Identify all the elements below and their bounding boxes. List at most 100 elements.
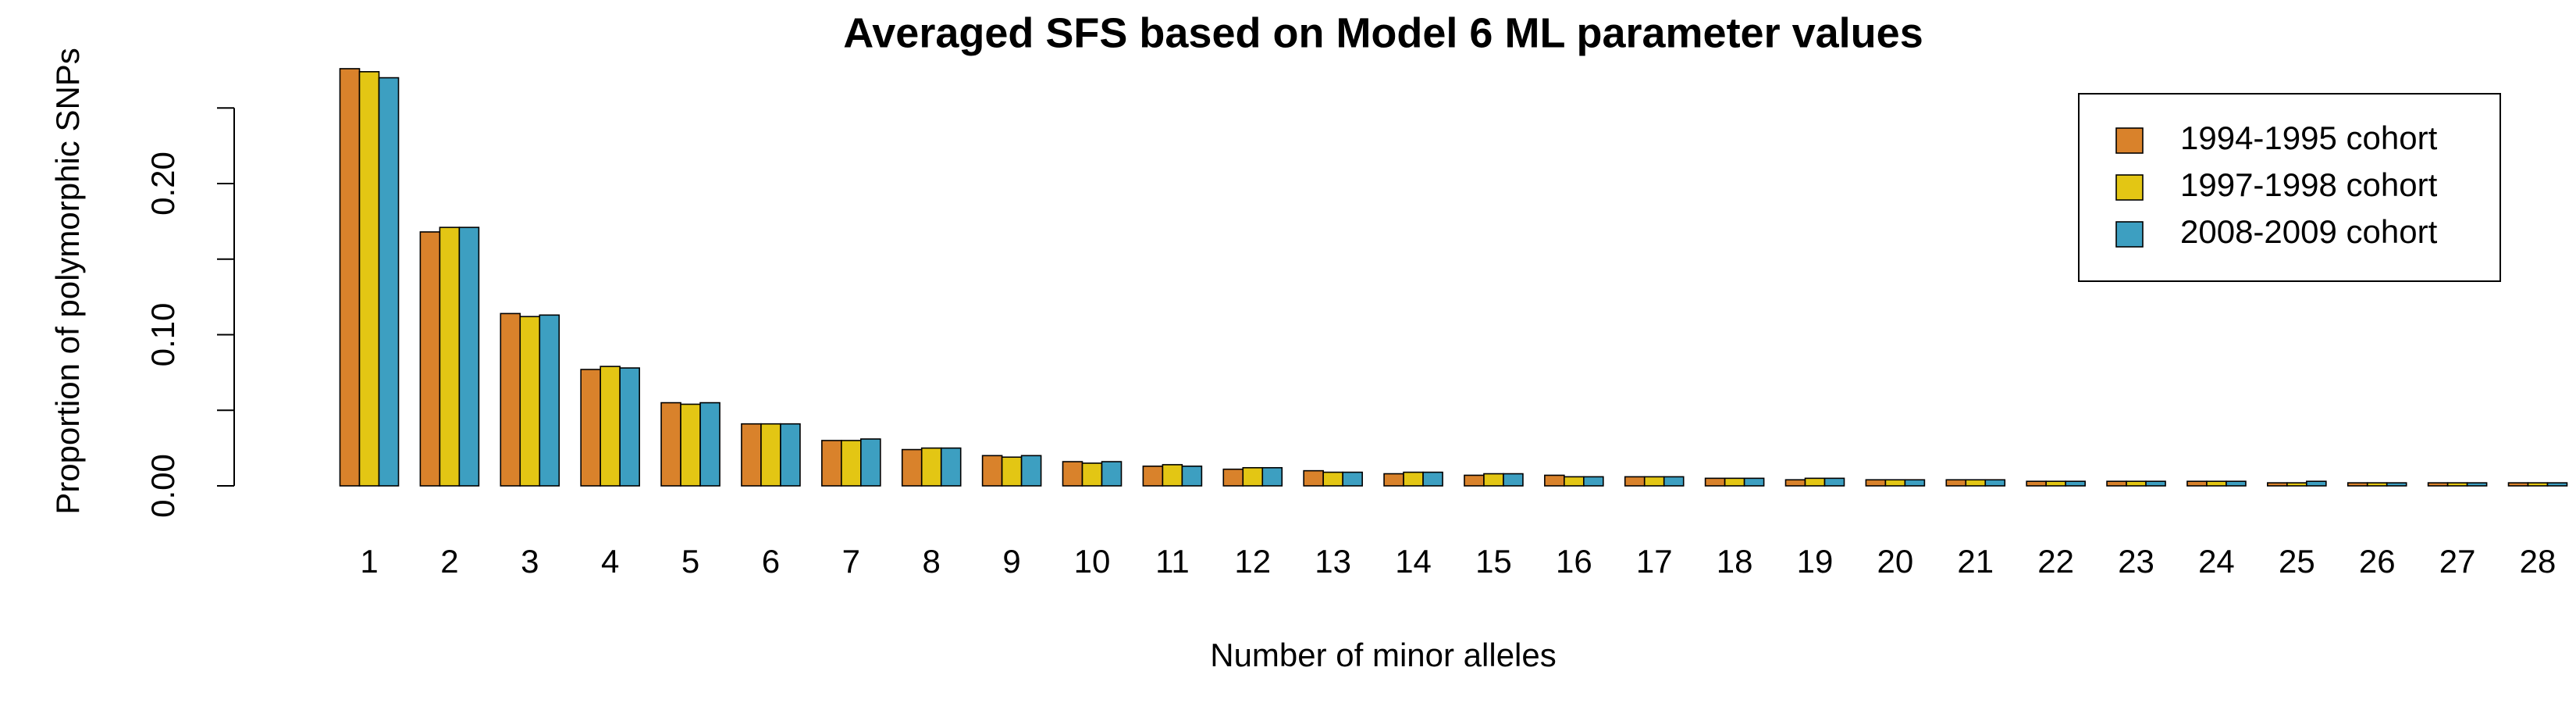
bar	[2206, 480, 2227, 487]
bar	[500, 312, 521, 487]
bar	[1865, 479, 1887, 487]
x-tick-label: 25	[2279, 543, 2315, 580]
bar	[1503, 473, 1524, 487]
bar	[339, 68, 361, 487]
bar	[2126, 480, 2147, 487]
bar	[1823, 477, 1845, 487]
bar	[1242, 466, 1264, 487]
bar	[1181, 466, 1203, 487]
x-tick-label: 2	[440, 543, 458, 580]
bar	[2065, 480, 2086, 487]
bar	[1322, 471, 1343, 487]
bar	[1884, 479, 1906, 487]
bar	[1904, 479, 1926, 487]
bar	[2026, 480, 2047, 487]
bar	[1020, 455, 1042, 487]
bar	[1643, 476, 1665, 487]
bar	[2507, 482, 2529, 487]
bar	[619, 367, 640, 487]
bar	[821, 440, 842, 487]
x-tick-label: 5	[681, 543, 699, 580]
x-tick-label: 20	[1877, 543, 1914, 580]
bar	[2386, 482, 2407, 487]
bar	[378, 77, 400, 487]
bar	[419, 231, 441, 487]
bar	[358, 71, 380, 487]
bar	[2347, 482, 2368, 487]
bar	[2546, 482, 2568, 487]
bar	[901, 448, 923, 487]
x-tick-label: 3	[521, 543, 539, 580]
legend-box	[2078, 93, 2501, 282]
legend-label: 2008-2009 cohort	[2180, 213, 2438, 250]
bar	[2286, 482, 2307, 487]
bar	[1101, 461, 1123, 487]
bar	[860, 438, 881, 487]
bar	[539, 314, 560, 487]
bar	[660, 401, 681, 487]
bar	[2045, 480, 2066, 487]
bar	[1965, 479, 1987, 487]
x-tick-label: 8	[923, 543, 941, 580]
bar	[841, 440, 862, 487]
bar	[1743, 477, 1765, 487]
bar	[981, 455, 1003, 487]
bar	[1162, 464, 1183, 487]
x-tick-label: 11	[1155, 543, 1190, 580]
x-tick-label: 13	[1315, 543, 1351, 580]
bar	[699, 401, 720, 487]
bar	[1464, 474, 1485, 487]
bar	[1724, 477, 1745, 487]
x-tick-label: 21	[1957, 543, 1994, 580]
x-tick-label: 1	[360, 543, 378, 580]
bar	[439, 227, 461, 487]
y-tick-label: 0.20	[144, 152, 181, 216]
bar	[1564, 476, 1585, 487]
bar	[1422, 471, 1443, 487]
legend-label: 1994-1995 cohort	[2180, 120, 2438, 156]
bar	[2466, 482, 2488, 487]
bar	[2226, 480, 2247, 487]
bar	[940, 447, 962, 487]
x-tick-label: 19	[1797, 543, 1834, 580]
bar	[600, 366, 621, 487]
legend-swatch	[2115, 174, 2144, 201]
bar	[1784, 479, 1806, 487]
bar	[1704, 477, 1726, 487]
bar	[1403, 471, 1424, 487]
bar	[2366, 482, 2388, 487]
bar	[1984, 479, 2006, 487]
x-tick-label: 6	[762, 543, 780, 580]
x-tick-label: 23	[2118, 543, 2154, 580]
x-tick-label: 24	[2198, 543, 2235, 580]
bar	[1222, 468, 1244, 487]
y-axis-label: Proportion of polymorphic SNPs	[49, 48, 86, 515]
chart-title: Averaged SFS based on Model 6 ML paramet…	[843, 9, 1923, 56]
bar	[1544, 474, 1565, 487]
x-tick-label: 16	[1556, 543, 1592, 580]
y-tick-label: 0.00	[144, 454, 181, 518]
legend-swatch	[2115, 127, 2144, 154]
x-tick-label: 15	[1475, 543, 1512, 580]
bar	[2527, 482, 2549, 487]
x-tick-label: 12	[1234, 543, 1271, 580]
bar	[1342, 471, 1363, 487]
bar	[760, 423, 781, 487]
x-tick-label: 14	[1395, 543, 1432, 580]
x-tick-label: 17	[1636, 543, 1673, 580]
bar	[1383, 473, 1404, 487]
bar	[580, 369, 601, 487]
bar	[2106, 480, 2127, 487]
x-tick-label: 7	[842, 543, 860, 580]
x-tick-label: 4	[601, 543, 619, 580]
bar	[2145, 480, 2166, 487]
bar	[780, 423, 801, 487]
bar	[1261, 466, 1283, 487]
bar	[1804, 477, 1826, 487]
bar	[1483, 473, 1504, 487]
bar	[1001, 456, 1023, 487]
bar	[1081, 462, 1103, 487]
x-tick-label: 18	[1717, 543, 1753, 580]
